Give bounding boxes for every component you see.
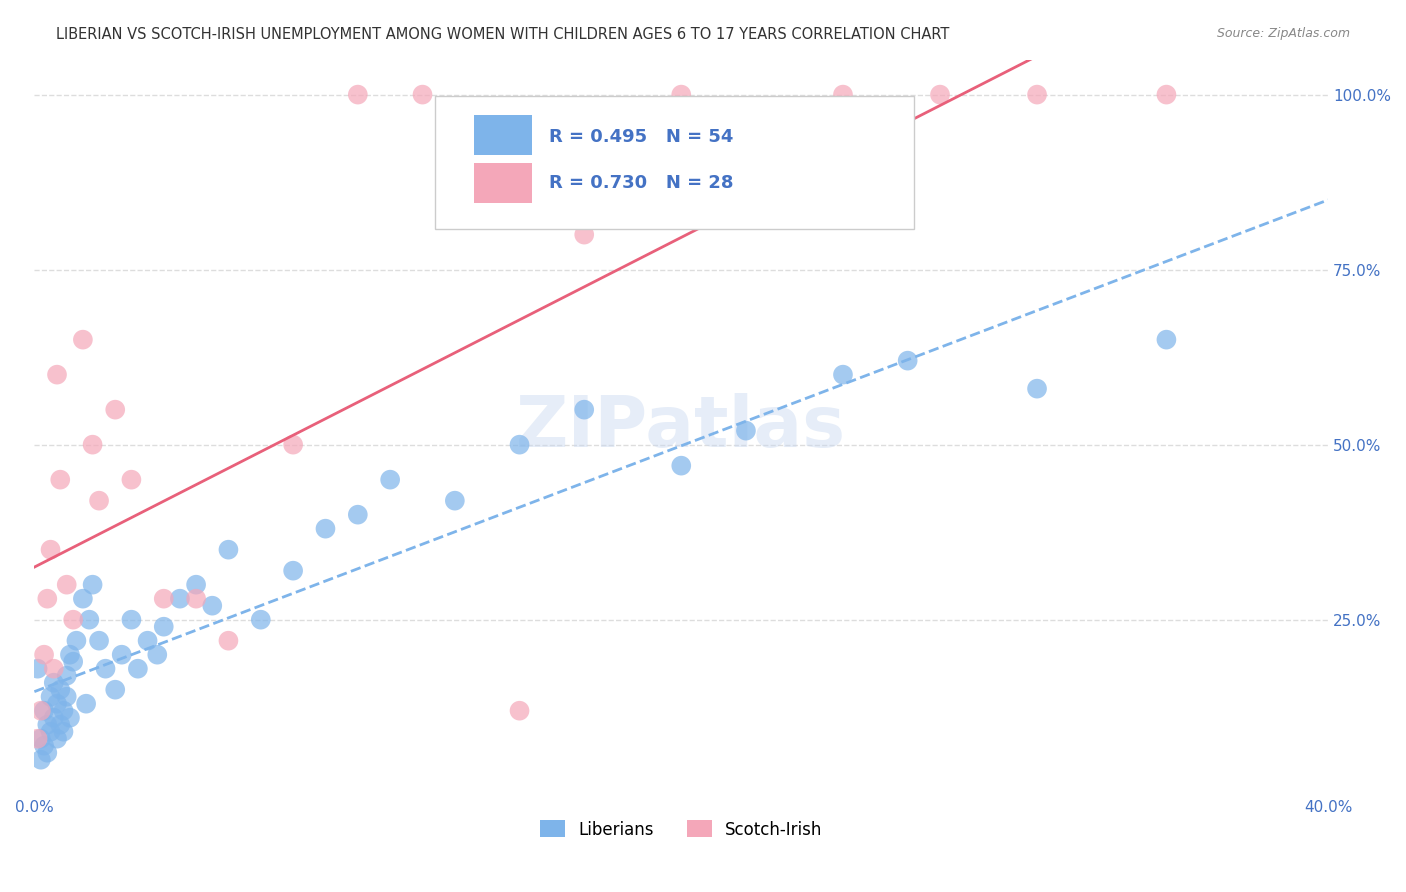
Text: Source: ZipAtlas.com: Source: ZipAtlas.com [1216, 27, 1350, 40]
Point [72, 591, 94, 606]
Point [412, 87, 434, 102]
Point [30, 704, 52, 718]
Point [897, 353, 920, 368]
Point [120, 613, 142, 627]
Point [152, 591, 174, 606]
Point [59, 648, 82, 662]
Point [49, 473, 72, 487]
Point [42, 675, 65, 690]
Point [217, 542, 239, 557]
Point [346, 508, 368, 522]
Point [37, 746, 59, 760]
Point [87, 633, 110, 648]
Point [52, 724, 75, 739]
Point [1156, 333, 1178, 347]
Point [82, 437, 104, 451]
Point [42, 662, 65, 676]
Point [59, 711, 82, 725]
Point [65, 633, 87, 648]
Point [55, 690, 77, 704]
Point [281, 564, 304, 578]
Point [929, 87, 952, 102]
Legend: Liberians, Scotch-Irish: Liberians, Scotch-Irish [533, 814, 830, 846]
Point [39, 542, 62, 557]
Point [1026, 382, 1049, 396]
Point [832, 368, 855, 382]
Point [146, 648, 169, 662]
Point [249, 613, 271, 627]
Point [55, 577, 77, 591]
Point [79, 613, 101, 627]
Point [32, 704, 55, 718]
Point [94, 662, 117, 676]
Point [735, 424, 758, 438]
Point [39, 724, 62, 739]
Bar [474, 162, 533, 203]
Point [136, 633, 159, 648]
Point [444, 493, 467, 508]
Text: LIBERIAN VS SCOTCH-IRISH UNEMPLOYMENT AMONG WOMEN WITH CHILDREN AGES 6 TO 17 YEA: LIBERIAN VS SCOTCH-IRISH UNEMPLOYMENT AM… [56, 27, 949, 42]
Point [201, 599, 224, 613]
Point [1156, 87, 1178, 102]
Point [346, 87, 368, 102]
Point [75, 697, 97, 711]
Point [832, 87, 855, 102]
Point [46, 731, 69, 746]
Point [32, 648, 55, 662]
Point [62, 613, 84, 627]
Point [62, 655, 84, 669]
Point [509, 704, 531, 718]
Point [30, 753, 52, 767]
Point [671, 458, 693, 473]
Point [46, 697, 69, 711]
Point [217, 633, 239, 648]
Point [42, 711, 65, 725]
Point [509, 437, 531, 451]
Point [37, 591, 59, 606]
Point [1026, 87, 1049, 102]
Point [55, 668, 77, 682]
Point [184, 577, 207, 591]
Point [671, 87, 693, 102]
Point [169, 591, 191, 606]
Point [37, 717, 59, 731]
Point [49, 682, 72, 697]
Point [30, 731, 52, 746]
Text: ZIPatlas: ZIPatlas [516, 392, 846, 462]
Point [72, 333, 94, 347]
Point [104, 682, 127, 697]
Point [87, 493, 110, 508]
Text: R = 0.730   N = 28: R = 0.730 N = 28 [550, 174, 734, 192]
Point [82, 577, 104, 591]
Bar [474, 115, 533, 155]
Point [32, 739, 55, 753]
Point [281, 437, 304, 451]
Point [104, 402, 127, 417]
FancyBboxPatch shape [436, 96, 914, 228]
Point [120, 473, 142, 487]
Point [378, 473, 401, 487]
Point [111, 648, 134, 662]
Point [127, 662, 149, 676]
Point [27, 662, 49, 676]
Point [574, 227, 596, 242]
Point [152, 620, 174, 634]
Point [52, 704, 75, 718]
Point [184, 591, 207, 606]
Point [314, 522, 336, 536]
Point [46, 368, 69, 382]
Point [574, 402, 596, 417]
Point [39, 690, 62, 704]
Point [49, 717, 72, 731]
Text: R = 0.495   N = 54: R = 0.495 N = 54 [550, 128, 734, 145]
Point [27, 731, 49, 746]
